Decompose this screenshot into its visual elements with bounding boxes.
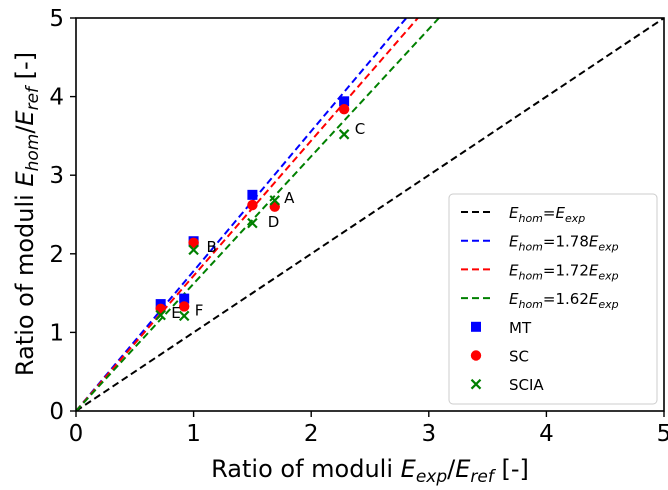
legend-marker-swatch [470, 350, 482, 361]
x-axis-label: Ratio of moduli Eexp/Eref [-] [211, 455, 529, 486]
data-point-mt [179, 293, 190, 304]
point-annotation: E [171, 304, 180, 322]
point-annotation: D [268, 213, 280, 231]
y-tick-label: 5 [49, 6, 64, 32]
data-point-scia [338, 129, 350, 140]
data-point-scia [247, 217, 258, 229]
data-point-mt [339, 96, 350, 107]
y-tick-label: 4 [49, 85, 64, 111]
data-point-sc [178, 301, 190, 312]
legend-line-label: Ehom=1.72Eexp [509, 261, 619, 282]
y-tick-label: 3 [49, 163, 64, 189]
y-tick-label: 2 [49, 242, 64, 268]
x-tick-label: 0 [69, 421, 84, 447]
point-annotation: A [284, 189, 295, 207]
legend-series-label: SCIA [509, 376, 544, 394]
data-point-scia [178, 310, 190, 322]
legend-box [448, 193, 658, 405]
axis-ticks: 0 1 2 3 4 5 0 1 2 3 4 5 [49, 6, 668, 447]
fit-line [76, 18, 440, 411]
data-point-mt [247, 189, 258, 200]
legend-series-label: SC [509, 348, 529, 366]
y-tick-label: 1 [49, 320, 64, 346]
y-axis-label: Ratio of moduli Ehom/Eref [-] [11, 52, 43, 376]
fit-line [76, 18, 419, 411]
legend-marker-swatch [470, 378, 482, 390]
point-annotations: A B C D E F [171, 120, 365, 322]
legend-line-label: Ehom=1.62Eexp [509, 290, 619, 311]
data-point-sc [247, 199, 258, 211]
y-tick-label: 0 [49, 399, 64, 425]
legend-line-label: Ehom=Eexp [509, 204, 585, 225]
data-point-scia [269, 195, 281, 206]
legend: Ehom=Eexp Ehom=1.78Eexp Ehom=1.72Eexp Ehom=… [448, 193, 658, 405]
point-annotation: B [207, 238, 217, 256]
data-point-sc [188, 237, 199, 248]
fit-lines [76, 18, 664, 411]
legend-series-label: MT [509, 319, 532, 337]
x-tick-label: 5 [657, 421, 668, 447]
x-tick-label: 1 [186, 421, 201, 447]
fit-line [76, 18, 408, 411]
point-annotation: F [195, 302, 204, 320]
x-tick-label: 3 [421, 421, 436, 447]
data-point-scia [155, 309, 166, 321]
fit-line [76, 18, 664, 411]
legend-marker-swatch [471, 321, 481, 332]
data-point-scia [188, 244, 199, 256]
plot-frame [75, 17, 665, 412]
x-tick-label: 2 [304, 421, 319, 447]
x-tick-label: 4 [539, 421, 554, 447]
data-point-sc [338, 103, 350, 115]
data-points [155, 96, 350, 322]
point-annotation: C [355, 120, 365, 138]
legend-line-label: Ehom=1.78Eexp [509, 233, 619, 254]
